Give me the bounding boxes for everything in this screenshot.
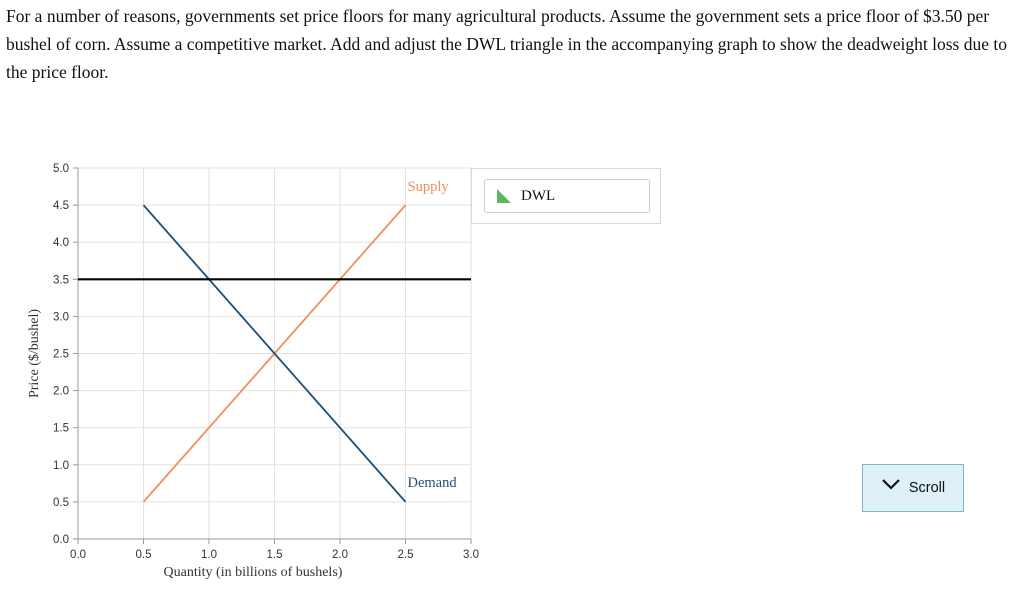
legend-panel: DWL — [471, 168, 661, 224]
dwl-add-button[interactable]: DWL — [484, 179, 650, 213]
y-tick-label: 0.0 — [53, 534, 69, 546]
x-tick-label: 3.0 — [463, 549, 479, 561]
y-tick-label: 3.0 — [53, 311, 69, 323]
y-tick-label: 1.5 — [53, 423, 69, 435]
chart-series: Supply Demand — [78, 179, 471, 503]
x-tick-label: 1.0 — [201, 549, 217, 561]
supply-label: Supply — [408, 179, 450, 195]
x-tick-label: 2.5 — [398, 549, 414, 561]
y-axis-title: Price ($/bushel) — [27, 309, 42, 398]
scroll-label: Scroll — [908, 480, 946, 496]
x-tick-label: 0.0 — [70, 549, 86, 561]
question-text: For a number of reasons, governments set… — [6, 6, 1007, 82]
x-tick-label: 1.5 — [267, 549, 283, 561]
demand-line — [142, 204, 407, 503]
y-tick-label: 5.0 — [53, 163, 69, 175]
x-tick-label: 0.5 — [136, 549, 152, 561]
chevron-down-icon — [882, 479, 900, 490]
y-tick-label: 4.5 — [53, 200, 69, 212]
scroll-button[interactable]: Scroll — [862, 464, 964, 512]
y-tick-label: 2.0 — [53, 386, 69, 398]
y-tick-label: 4.0 — [53, 237, 69, 249]
y-tick-label: 2.5 — [53, 349, 69, 361]
y-tick-label: 0.5 — [53, 497, 69, 509]
x-axis-title: Quantity (in billions of bushels) — [164, 565, 343, 580]
dwl-label: DWL — [521, 187, 556, 204]
x-tick-label: 2.0 — [332, 549, 348, 561]
chart-ticks: 0.0 0.5 1.0 1.5 2.0 2.5 3.0 0.0 0.5 1.0 1.5 2.0 2.5 3… — [53, 163, 479, 561]
y-tick-label: 1.0 — [53, 460, 69, 472]
demand-label: Demand — [408, 475, 458, 491]
y-tick-label: 3.5 — [53, 274, 69, 286]
green-triangle-icon — [497, 189, 511, 203]
